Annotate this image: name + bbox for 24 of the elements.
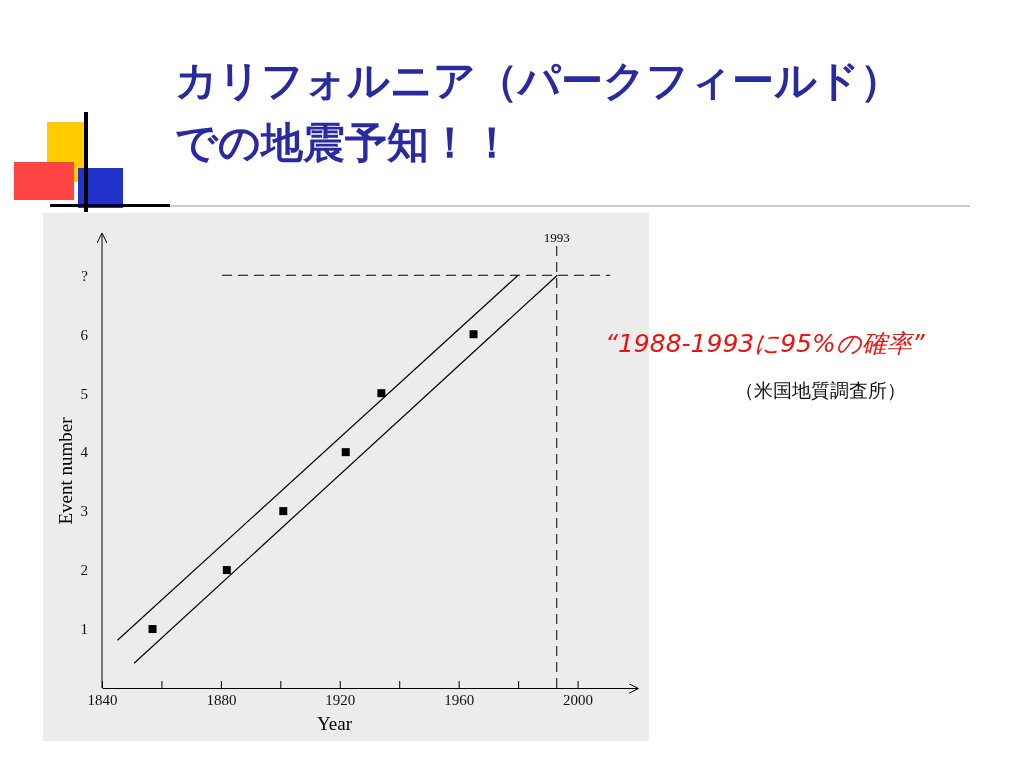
chart-title: カリフォルニア（パークフィールド）での地震予知！！ [175, 56, 902, 167]
x-axis-title: Year [316, 713, 353, 734]
point [279, 507, 288, 516]
y-tick-label: 5 [80, 385, 88, 402]
y-tick-label: 3 [80, 503, 88, 520]
point [469, 330, 478, 339]
point [341, 448, 350, 457]
point [148, 625, 157, 634]
y-axis-title: Event number [55, 416, 76, 525]
text: （米国地質調査所） [735, 379, 906, 401]
annotation: “1988-1993に95%の確率” [605, 329, 926, 358]
ref-line-label: 1993 [543, 230, 570, 245]
y-tick-label: 4 [80, 444, 89, 461]
x-tick-label: 1880 [206, 691, 237, 708]
point [222, 566, 231, 575]
x-tick-label: 2000 [563, 691, 594, 708]
x-tick-label: 1920 [325, 691, 356, 708]
x-tick-label: 1840 [87, 691, 118, 708]
point [377, 389, 386, 398]
y-tick-label: ? [81, 267, 89, 284]
y-tick-label: 2 [80, 562, 88, 579]
x-tick-label: 1960 [444, 691, 475, 708]
y-tick-label: 1 [80, 621, 88, 638]
y-tick-label: 6 [80, 326, 89, 343]
